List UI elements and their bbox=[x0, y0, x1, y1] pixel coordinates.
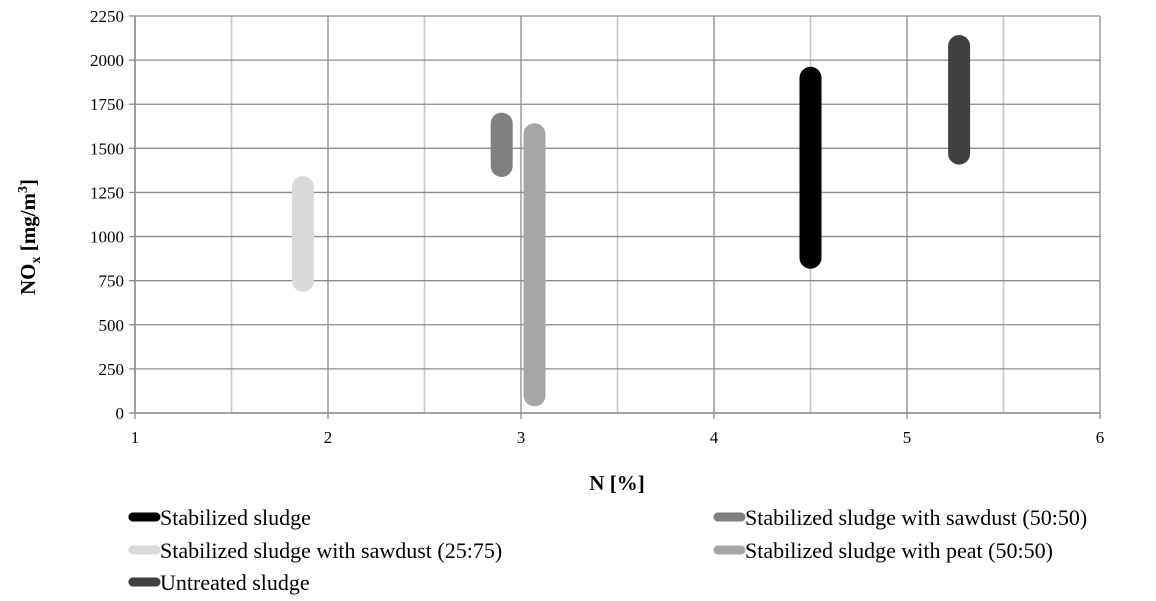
y-tick-label: 500 bbox=[99, 316, 125, 335]
legend-label-4: Stabilized sludge with peat (50:50) bbox=[745, 538, 1053, 563]
x-axis-title: N [%] bbox=[589, 471, 644, 495]
x-tick-label: 6 bbox=[1096, 428, 1105, 447]
y-axis-title-superscript: 3 bbox=[16, 186, 31, 193]
y-axis-title-subscript: x bbox=[29, 257, 44, 264]
legend-label-3: Stabilized sludge with sawdust (25:75) bbox=[160, 538, 502, 563]
y-tick-label: 1500 bbox=[90, 139, 124, 158]
x-tick-label: 4 bbox=[710, 428, 719, 447]
legend-label-1: Stabilized sludge bbox=[160, 505, 311, 530]
y-axis-title-end: ] bbox=[16, 179, 40, 186]
y-axis-title-unit: [mg/m bbox=[16, 192, 40, 256]
y-tick-label: 1750 bbox=[90, 95, 124, 114]
y-axis-title: NOx [mg/m3] bbox=[16, 179, 44, 295]
grid bbox=[129, 15, 1101, 419]
y-tick-label: 1250 bbox=[90, 183, 124, 202]
y-tick-label: 250 bbox=[99, 360, 125, 379]
y-tick-label: 1000 bbox=[90, 228, 124, 247]
y-tick-label: 0 bbox=[116, 404, 125, 423]
legend-label-2: Stabilized sludge with sawdust (50:50) bbox=[745, 505, 1087, 530]
x-tick-label: 3 bbox=[517, 428, 526, 447]
y-axis-title-main: NO bbox=[16, 264, 40, 296]
legend-label-5: Untreated sludge bbox=[160, 570, 310, 595]
x-tick-label: 2 bbox=[324, 428, 333, 447]
y-tick-label: 750 bbox=[99, 272, 125, 291]
y-tick-label: 2250 bbox=[90, 7, 124, 26]
series-group bbox=[291, 34, 971, 407]
x-tick-label: 1 bbox=[131, 428, 140, 447]
legend: Stabilized sludge Stabilized sludge with … bbox=[128, 505, 1087, 595]
tick-labels: 1 2 3 4 5 6 0 250 500 750 1000 1250 1500 1750 2000 2250 bbox=[90, 7, 1104, 447]
x-tick-label: 5 bbox=[903, 428, 912, 447]
y-tick-label: 2000 bbox=[90, 51, 124, 70]
